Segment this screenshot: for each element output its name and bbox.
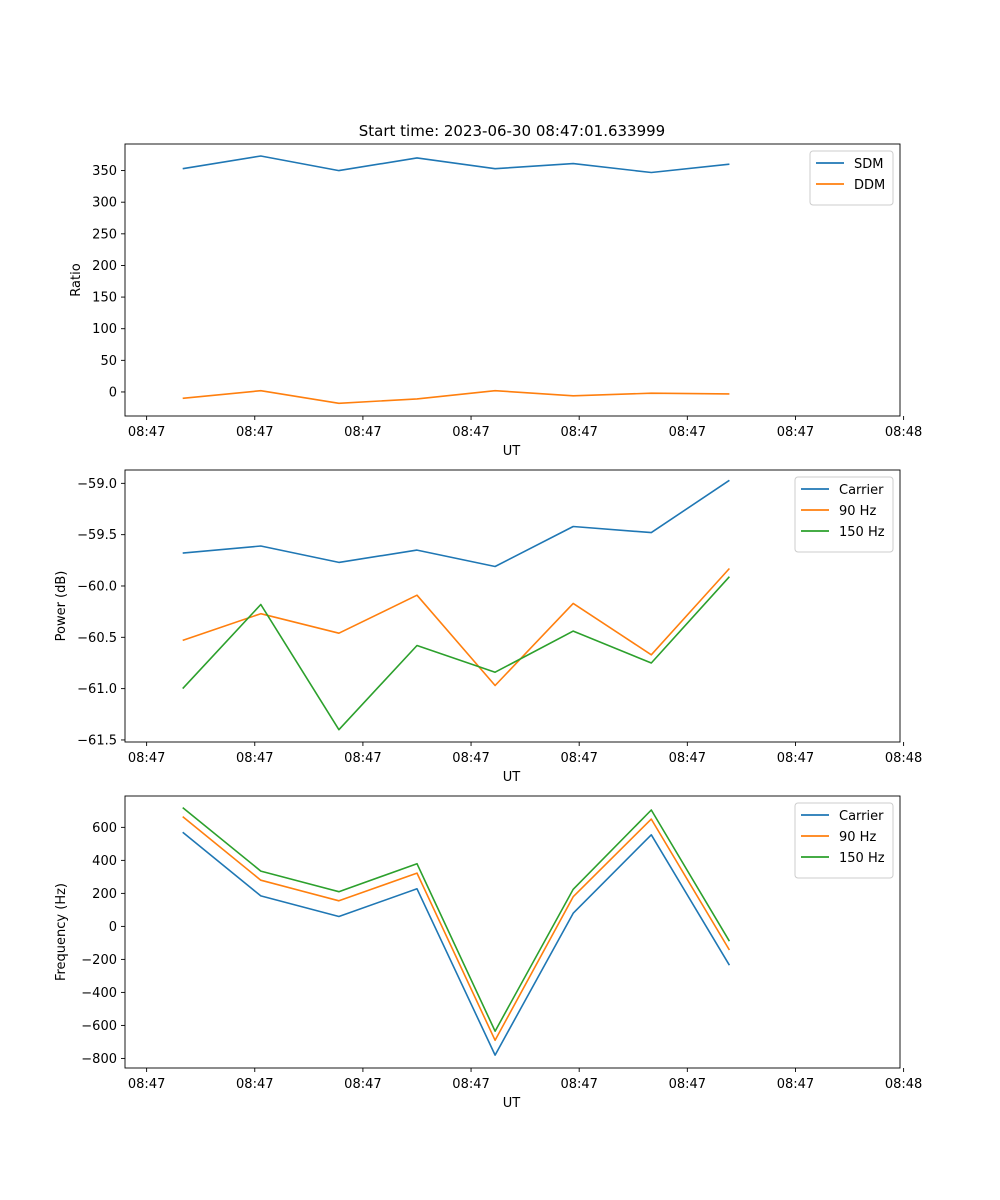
frequency-y-axis-label: Frequency (Hz): [54, 883, 69, 981]
frequency-y-tick-label: −800: [81, 1052, 117, 1067]
ratio-y-tick-label: 0: [109, 385, 117, 400]
power-x-tick-label: 08:47: [452, 751, 489, 766]
power-y-axis-label: Power (dB): [54, 571, 69, 642]
power-y-tick-label: −59.0: [77, 477, 117, 492]
power-legend-label-90-hz: 90 Hz: [839, 504, 876, 519]
power-x-axis-label: UT: [503, 770, 521, 785]
power-x-tick-label: 08:47: [236, 751, 273, 766]
frequency-series-line-90-hz: [182, 815, 731, 1042]
power-series-line-150-hz: [182, 576, 730, 731]
frequency-axes-frame: [124, 795, 901, 1069]
power-y-tick-label: −61.5: [77, 733, 117, 748]
frequency-legend-label-carrier: Carrier: [839, 809, 884, 824]
chart-frequency: 08:47 08:47 08:47 08:47 08:47 08:47 08:47 08:48…: [54, 795, 922, 1111]
frequency-legend-label-150-hz: 150 Hz: [839, 851, 885, 866]
ratio-y-tick-label: 50: [100, 354, 117, 369]
power-y-tick-label: −59.5: [77, 528, 117, 543]
ratio-y-tick-label: 250: [92, 227, 117, 242]
ratio-series-line-ddm: [182, 389, 730, 405]
ratio-y-tick-label: 150: [92, 291, 117, 306]
frequency-y-tick-label: −400: [81, 986, 117, 1001]
ratio-y-tick-label: 200: [92, 259, 117, 274]
ratio-series-line-sdm: [182, 155, 730, 174]
ratio-y-tick-label: 300: [92, 196, 117, 211]
frequency-x-tick-label: 08:47: [452, 1077, 489, 1092]
frequency-y-tick-label: 0: [109, 920, 117, 935]
frequency-x-tick-label: 08:47: [236, 1077, 273, 1092]
frequency-x-tick-label: 08:47: [777, 1077, 814, 1092]
frequency-x-tick-label: 08:47: [560, 1077, 597, 1092]
chart-ratio: 08:47 08:47 08:47 08:47 08:47 08:47 08:47 08:48…: [69, 143, 922, 459]
frequency-y-tick-label: 600: [92, 821, 117, 836]
ratio-y-tick-label: 100: [92, 322, 117, 337]
frequency-x-tick-label: 08:47: [344, 1077, 381, 1092]
frequency-legend-box: [794, 802, 894, 879]
frequency-x-tick-label: 08:47: [128, 1077, 165, 1092]
ratio-x-tick-label: 08:47: [669, 425, 706, 440]
frequency-y-tick-label: 400: [92, 854, 117, 869]
ratio-y-axis-label: Ratio: [69, 263, 84, 296]
ratio-x-tick-label: 08:48: [885, 425, 922, 440]
power-legend-box: [794, 476, 894, 553]
power-axes-frame: [124, 469, 901, 743]
ratio-y-tick-label: 350: [92, 164, 117, 179]
frequency-y-tick-label: 200: [92, 887, 117, 902]
power-y-tick-label: −60.0: [77, 579, 117, 594]
frequency-series-line-150-hz: [182, 806, 731, 1032]
power-x-tick-label: 08:47: [128, 751, 165, 766]
frequency-x-tick-label: 08:48: [885, 1077, 922, 1092]
ratio-x-tick-label: 08:47: [777, 425, 814, 440]
ratio-x-tick-label: 08:47: [452, 425, 489, 440]
ratio-x-tick-label: 08:47: [560, 425, 597, 440]
figure-title: Start time: 2023-06-30 08:47:01.633999: [359, 122, 665, 140]
ratio-x-tick-label: 08:47: [236, 425, 273, 440]
ratio-legend-label-sdm: SDM: [854, 157, 883, 172]
power-x-tick-label: 08:48: [885, 751, 922, 766]
frequency-y-tick-label: −600: [81, 1019, 117, 1034]
chart-power: 08:47 08:47 08:47 08:47 08:47 08:47 08:47 08:48…: [54, 469, 922, 785]
power-x-tick-label: 08:47: [777, 751, 814, 766]
frequency-legend-label-90-hz: 90 Hz: [839, 830, 876, 845]
power-legend-label-150-hz: 150 Hz: [839, 525, 885, 540]
frequency-series-line-carrier: [182, 831, 731, 1056]
frequency-y-tick-label: −200: [81, 953, 117, 968]
ratio-x-axis-label: UT: [503, 444, 521, 459]
power-legend-label-carrier: Carrier: [839, 483, 884, 498]
frequency-x-axis-label: UT: [503, 1096, 521, 1111]
power-x-tick-label: 08:47: [344, 751, 381, 766]
power-y-tick-label: −60.5: [77, 631, 117, 646]
ratio-legend-label-ddm: DDM: [854, 178, 885, 193]
power-y-tick-label: −61.0: [77, 682, 117, 697]
power-x-tick-label: 08:47: [560, 751, 597, 766]
ratio-legend-box: [809, 150, 894, 206]
power-x-tick-label: 08:47: [669, 751, 706, 766]
ratio-x-tick-label: 08:47: [128, 425, 165, 440]
frequency-x-tick-label: 08:47: [669, 1077, 706, 1092]
ratio-axes-frame: [124, 143, 901, 417]
power-series-line-carrier: [182, 479, 730, 568]
ratio-x-tick-label: 08:47: [344, 425, 381, 440]
power-series-line-90-hz: [182, 567, 730, 687]
